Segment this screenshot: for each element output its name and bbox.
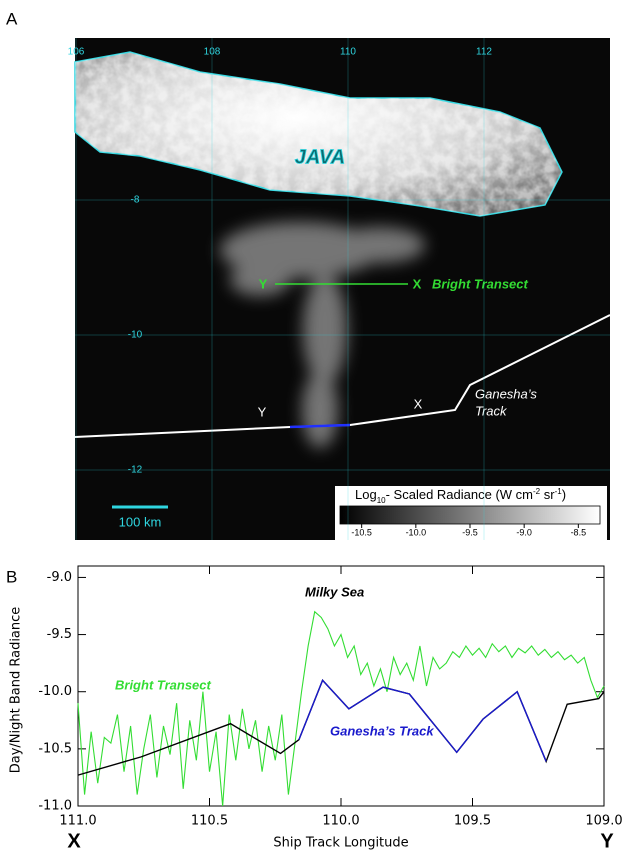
y-tick-label: -11.0 xyxy=(38,799,72,814)
image-panel: A JAVA Y X Bright Transect Y X Ganesha’s… xyxy=(6,9,611,540)
y-tick-label: -10.5 xyxy=(38,741,72,756)
lat-label: -8 xyxy=(131,195,140,206)
colorbar-title-part: ) xyxy=(562,487,566,502)
lon-label: 108 xyxy=(204,47,221,58)
y-axis-label: Day/Night Band Radiance xyxy=(9,607,24,774)
annotation: Milky Sea xyxy=(305,584,364,599)
x-tick-label: 110.5 xyxy=(191,814,228,829)
island-label: JAVA xyxy=(295,146,345,168)
lat-label: -10 xyxy=(128,330,143,341)
line-chart: B Ship Track Longitude Day/Night Band Ra… xyxy=(6,565,623,852)
transect-end: Y xyxy=(259,276,268,291)
track-end: Y xyxy=(258,404,267,419)
x-tick-label: 109.5 xyxy=(454,814,491,829)
track-segment xyxy=(289,423,351,429)
transect-end: X xyxy=(413,276,422,291)
island-texture xyxy=(75,52,562,216)
colorbar xyxy=(339,505,601,525)
lat-label: -12 xyxy=(128,465,143,476)
colorbar-title-part: -2 xyxy=(533,487,541,496)
y-tick-label: -9.0 xyxy=(47,570,72,585)
colorbar-tick-label: -8.5 xyxy=(571,527,587,537)
y-tick-label: -10.0 xyxy=(38,684,72,699)
colorbar-title: Log10- Scaled Radiance (W cm-2 sr-1) xyxy=(355,487,566,505)
colorbar-tick-label: -10.0 xyxy=(406,527,427,537)
colorbar-title-part: sr xyxy=(540,487,555,502)
colorbar-title-part: Log xyxy=(355,487,377,502)
colorbar-title-part: -1 xyxy=(555,487,563,496)
colorbar-title-part: - Scaled Radiance (W cm xyxy=(386,487,533,502)
colorbar-tick-label: -10.5 xyxy=(351,527,372,537)
track-label: Ganesha’s xyxy=(475,386,537,401)
series-line xyxy=(77,610,605,807)
x-tick-label: 111.0 xyxy=(59,814,96,829)
y-tick-label: -9.5 xyxy=(47,627,72,642)
lon-label: 112 xyxy=(476,47,492,58)
colorbar-tick-label: -9.5 xyxy=(462,527,478,537)
transect-label: Bright Transect xyxy=(432,276,529,291)
series-label: Bright Transect xyxy=(115,677,212,692)
series-line xyxy=(298,678,547,762)
lon-label: 106 xyxy=(68,47,85,58)
x-tick-label: 110.0 xyxy=(322,814,359,829)
panel-label: B xyxy=(6,567,17,586)
panel-label: A xyxy=(6,9,18,28)
track-label: Track xyxy=(475,403,508,418)
scale-label: 100 km xyxy=(119,514,162,529)
colorbar-tick-label: -9.0 xyxy=(516,527,532,537)
milky-sea xyxy=(220,222,425,448)
x-end-label: X xyxy=(67,830,81,852)
lon-label: 110 xyxy=(340,47,356,58)
colorbar-title-part: 10 xyxy=(377,496,386,505)
series-label: Ganesha’s Track xyxy=(330,723,434,738)
x-axis-label: Ship Track Longitude xyxy=(273,836,408,851)
x-tick-label: 109.0 xyxy=(585,814,622,829)
track-end: X xyxy=(414,396,423,411)
x-end-label: Y xyxy=(600,830,614,852)
